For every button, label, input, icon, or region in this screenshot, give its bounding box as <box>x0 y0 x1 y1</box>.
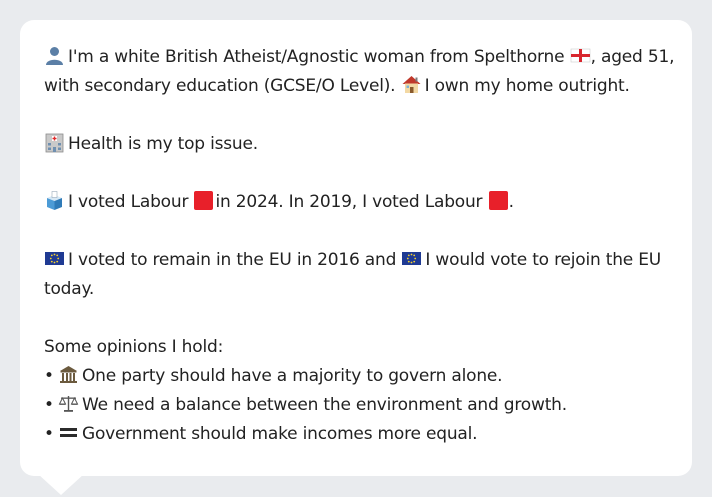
opinion-item: • We need a balance between the environm… <box>44 391 668 420</box>
red-square-icon <box>488 190 509 211</box>
persona-message-bubble: I'm a white British Atheist/Agnostic wom… <box>20 20 692 476</box>
opinion-text: One party should have a majority to gove… <box>82 366 503 386</box>
opinion-item: • One party should have a majority to go… <box>44 362 668 391</box>
intro-age-text: , aged 51, <box>590 47 675 67</box>
equals-icon <box>58 422 79 443</box>
opinions-heading: Some opinions I hold: <box>44 337 224 357</box>
person-silhouette-icon <box>44 45 65 66</box>
house-icon <box>401 74 422 95</box>
bullet-marker: • <box>44 424 54 444</box>
intro-text: I'm a white British Atheist/Agnostic wom… <box>68 47 565 67</box>
red-square-icon <box>193 190 214 211</box>
opinion-text: We need a balance between the environmen… <box>82 395 567 415</box>
top-issue-paragraph: Health is my top issue. <box>44 130 668 159</box>
home-ownership-text: I own my home outright. <box>424 76 630 96</box>
eu-referendum-paragraph: I voted to remain in the EU in 2016 and … <box>44 246 668 304</box>
classical-building-icon <box>58 364 79 385</box>
opinion-item: • Government should make incomes more eq… <box>44 420 668 449</box>
balance-scale-icon <box>58 393 79 414</box>
voting-history-paragraph: I voted Labour in 2024. In 2019, I voted… <box>44 188 668 217</box>
opinions-section: Some opinions I hold: • One party should… <box>44 333 668 449</box>
england-flag-icon <box>570 45 591 66</box>
top-issue-text: Health is my top issue. <box>68 134 258 154</box>
opinion-text: Government should make incomes more equa… <box>82 424 478 444</box>
hospital-icon <box>44 132 65 153</box>
vote-2019-text: in 2024. In 2019, I voted Labour <box>215 192 483 212</box>
eu-flag-icon <box>401 248 422 269</box>
eu-remain-text: I voted to remain in the EU in 2016 and <box>68 250 397 270</box>
bubble-tail <box>38 474 84 495</box>
eu-rejoin-text-continued: today. <box>44 279 95 299</box>
education-text: with secondary education (GCSE/O Level). <box>44 76 396 96</box>
eu-flag-icon <box>44 248 65 269</box>
vote-2024-text: I voted Labour <box>68 192 189 212</box>
intro-paragraph: I'm a white British Atheist/Agnostic wom… <box>44 43 674 101</box>
bullet-marker: • <box>44 395 54 415</box>
vote-period: . <box>508 192 514 212</box>
eu-rejoin-text: I would vote to rejoin the EU <box>425 250 662 270</box>
bullet-marker: • <box>44 366 54 386</box>
ballot-box-icon <box>44 190 65 211</box>
